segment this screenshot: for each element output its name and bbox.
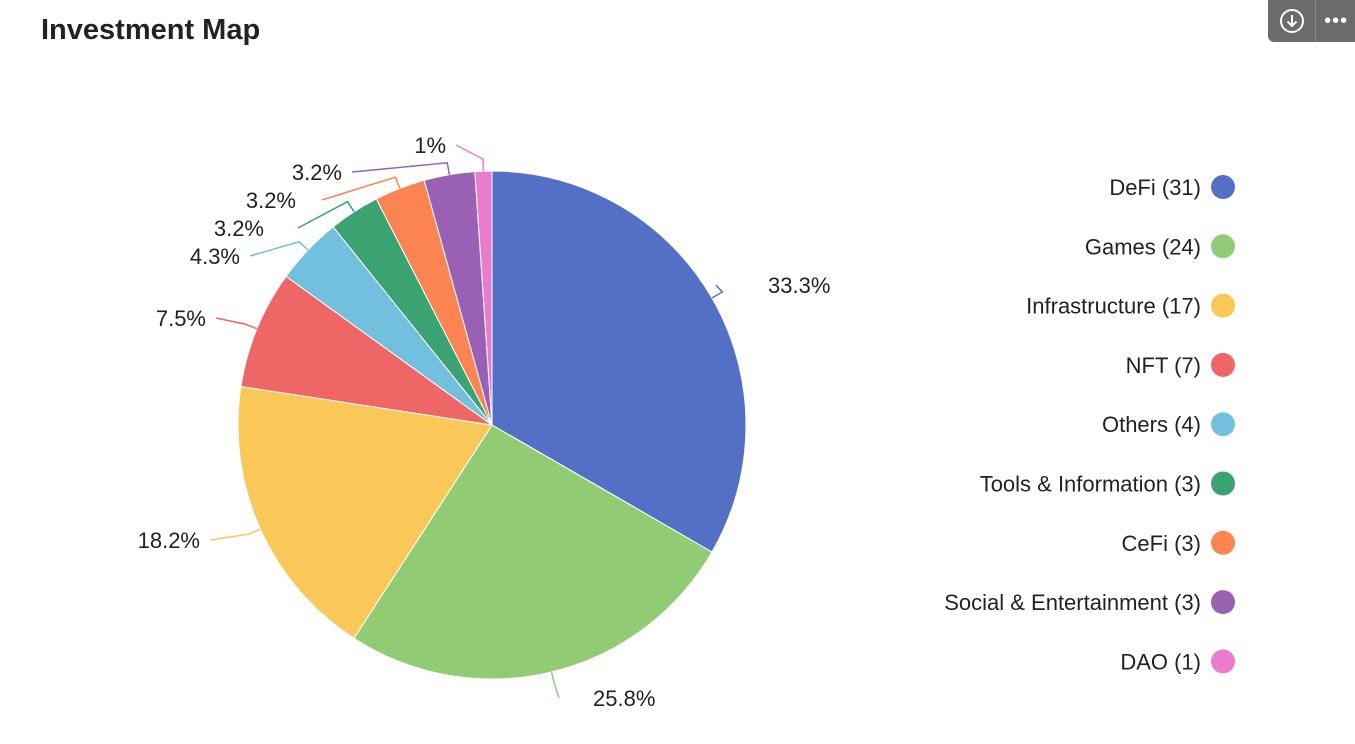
legend-label: DAO (1) [1120,649,1201,674]
more-icon: ••• [1324,10,1349,32]
slice-defi[interactable] [491,170,747,553]
legend-swatch [1211,471,1235,496]
slice-label-dao: 1% [414,133,446,158]
legend-label: Tools & Information (3) [980,472,1201,497]
leader-line-defi [711,284,724,299]
slice-nft[interactable] [240,275,493,426]
slice-label-infrastructure: 18.2% [138,528,200,553]
legend-item-social-and-entertainment[interactable]: Social & Entertainment (3) [944,590,1235,615]
more-button[interactable]: ••• [1316,0,1355,42]
legend-swatch [1211,649,1235,674]
legend-item-dao[interactable]: DAO (1) [1120,649,1235,674]
legend-label: DeFi (31) [1109,175,1201,200]
legend: DeFi (31) Games (24) Infrastructure (17) NF… [944,175,1235,674]
slice-label-games: 25.8% [593,686,655,711]
legend-item-infrastructure[interactable]: Infrastructure (17) [1026,293,1235,319]
legend-swatch [1211,530,1235,555]
pie-slices [237,170,747,680]
legend-item-nft[interactable]: NFT (7) [1126,352,1235,378]
legend-swatch [1211,234,1235,259]
legend-item-tools-and-information[interactable]: Tools & Information (3) [980,471,1235,497]
leader-line-social-and-entertainment [351,161,451,175]
label-leaders [210,144,724,699]
slice-label-others: 4.3% [190,244,240,269]
legend-swatch [1211,352,1235,377]
legend-label: Games (24) [1085,234,1201,259]
leader-line-others [249,240,309,257]
legend-label: CeFi (3) [1122,531,1201,556]
legend-item-defi[interactable]: DeFi (31) [1109,175,1235,200]
legend-label: NFT (7) [1126,353,1201,378]
legend-swatch [1211,412,1235,437]
leader-line-nft [215,317,258,330]
slice-label-cefi: 3.2% [246,188,296,213]
legend-swatch [1211,293,1235,318]
leader-line-tools-and-information [297,200,355,229]
legend-item-games[interactable]: Games (24) [1085,234,1235,259]
legend-item-cefi[interactable]: CeFi (3) [1122,530,1235,556]
legend-label: Social & Entertainment (3) [944,590,1201,615]
legend-swatch [1211,590,1235,615]
slice-label-tools-and-information: 3.2% [214,216,264,241]
chart-title: Investment Map [41,14,261,46]
leader-line-games [550,671,560,699]
legend-item-others[interactable]: Others (4) [1102,412,1235,437]
leader-line-cefi [321,176,401,201]
chart-toolbar: ••• [1268,0,1355,42]
slice-labels: 33.3% 25.8% 18.2% 7.5% 4.3% 3.2% 3.2% 3.2% 1% [138,133,831,711]
slice-label-nft: 7.5% [156,306,206,331]
leader-line-infrastructure [210,528,261,541]
download-button[interactable] [1268,0,1317,42]
download-icon [1279,9,1304,33]
slice-label-social-and-entertainment: 3.2% [292,160,342,185]
legend-swatch [1211,175,1235,199]
legend-label: Others (4) [1102,412,1201,437]
slice-games[interactable] [353,424,713,680]
legend-label: Infrastructure (17) [1026,294,1201,319]
slice-label-defi: 33.3% [768,273,830,298]
leader-line-dao [455,144,485,172]
